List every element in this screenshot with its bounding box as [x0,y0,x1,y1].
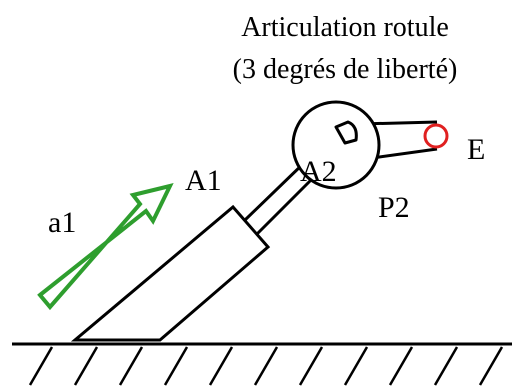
translation-arrow-a1 [37,183,174,311]
label-P2: P2 [378,191,410,224]
label-E: E [467,133,485,166]
socket-mark [334,120,358,145]
prismatic-cylinder-a1 [70,204,271,342]
title-line-1: Articulation rotule [241,12,449,43]
title-line-2: (3 degrés de liberté) [233,54,458,85]
label-a1: a1 [48,206,76,239]
piston-rod [243,160,317,236]
ground-hatching [28,346,504,386]
end-effector-e [423,123,449,149]
label-A1: A1 [185,164,222,197]
ball-joint-a2 [291,100,381,190]
label-A2: A2 [300,155,337,188]
ground [12,342,512,386]
